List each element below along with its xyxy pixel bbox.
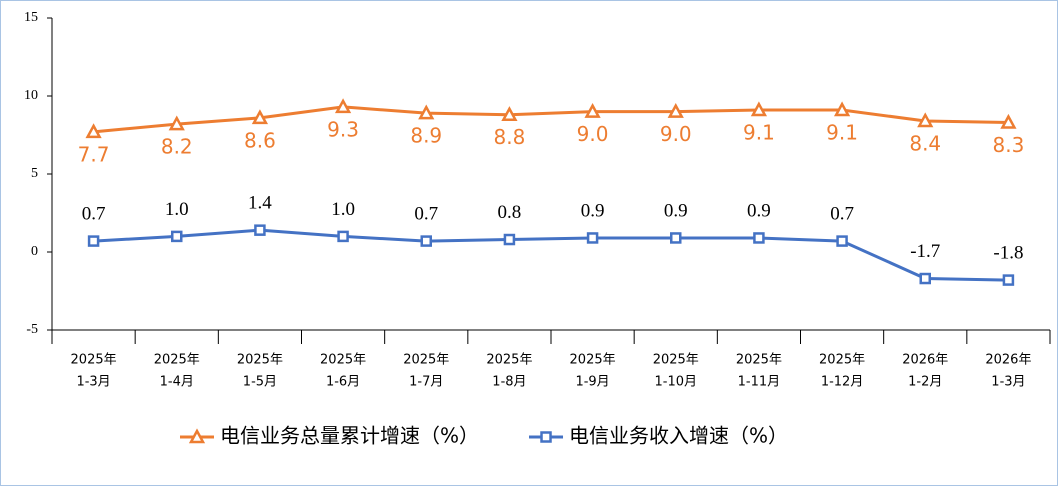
x-tick-label: 2025年 xyxy=(653,353,699,368)
marker xyxy=(917,112,934,128)
legend: 电信业务总量累计增速（%） 电信业务收入增速（%） xyxy=(180,424,788,448)
marker xyxy=(420,235,432,247)
marker xyxy=(833,101,851,117)
marker xyxy=(85,123,102,139)
series-line xyxy=(93,105,1009,134)
data-label: 9.1 xyxy=(826,121,858,145)
marker xyxy=(584,102,601,118)
data-label: 9.1 xyxy=(743,121,775,145)
marker xyxy=(836,235,848,247)
marker xyxy=(670,232,682,244)
marker xyxy=(188,428,206,444)
data-label: 0.7 xyxy=(82,203,106,224)
x-tick-label: 1-4月 xyxy=(160,375,194,390)
marker xyxy=(334,98,352,114)
x-tick-label: 1-11月 xyxy=(738,375,781,390)
marker xyxy=(667,102,684,118)
data-label: 1.0 xyxy=(331,199,355,220)
marker xyxy=(586,232,599,244)
series-line xyxy=(93,228,1009,282)
data-label: 9.0 xyxy=(660,122,692,146)
data-label: 7.7 xyxy=(78,142,110,166)
x-tick-label: 2025年 xyxy=(486,353,532,368)
x-tick-label: 2026年 xyxy=(902,353,948,368)
x-tick-label: 1-6月 xyxy=(326,375,360,390)
x-tick-label: 2025年 xyxy=(819,353,865,368)
data-label: 8.2 xyxy=(161,135,193,159)
x-tick-label: 2025年 xyxy=(403,353,449,368)
marker xyxy=(1000,113,1017,129)
data-label: 8.4 xyxy=(909,131,941,155)
legend-label: 电信业务总量累计增速（%） xyxy=(220,424,479,448)
data-label: 9.0 xyxy=(577,122,609,146)
marker xyxy=(503,233,516,246)
x-tick-label: 1-9月 xyxy=(575,375,609,390)
marker xyxy=(540,431,552,443)
x-tick-label: 2026年 xyxy=(985,353,1031,368)
marker xyxy=(418,104,435,120)
x-tick-label: 2025年 xyxy=(154,353,200,368)
x-tick-label: 1-8月 xyxy=(492,375,526,390)
marker xyxy=(337,230,349,243)
y-tick-label: 15 xyxy=(24,10,38,25)
data-label: 0.7 xyxy=(830,203,854,224)
y-tick-label: 5 xyxy=(31,166,38,181)
x-tick-label: 1-12月 xyxy=(821,375,864,390)
x-tick-label: 2025年 xyxy=(320,353,366,368)
data-label: 1.0 xyxy=(165,199,189,220)
x-tick-label: 2025年 xyxy=(71,353,117,368)
data-label: 1.4 xyxy=(248,193,272,214)
data-label: 8.3 xyxy=(993,133,1025,157)
marker xyxy=(919,272,931,285)
data-label: -1.8 xyxy=(993,242,1023,263)
y-tick-label: -5 xyxy=(26,322,38,337)
marker xyxy=(750,101,768,117)
data-label: 8.6 xyxy=(244,128,276,152)
x-tick-label: 1-5月 xyxy=(243,375,277,390)
y-tick-label: 0 xyxy=(31,244,38,259)
data-label: 0.9 xyxy=(581,200,605,221)
data-label: 0.7 xyxy=(414,203,438,224)
data-label: 8.8 xyxy=(494,125,526,149)
marker xyxy=(753,232,765,244)
marker xyxy=(251,109,269,125)
data-label: 0.9 xyxy=(747,200,771,221)
marker xyxy=(87,235,100,247)
data-label: 8.9 xyxy=(410,124,442,148)
x-tick-label: 2025年 xyxy=(570,353,616,368)
x-tick-label: 1-7月 xyxy=(409,375,443,390)
marker xyxy=(501,106,518,121)
data-label: 0.9 xyxy=(664,200,688,221)
x-tick-label: 2025年 xyxy=(736,353,782,368)
data-label: 0.8 xyxy=(498,202,522,223)
x-tick-label: 1-3月 xyxy=(76,375,110,390)
y-tick-label: 10 xyxy=(24,88,38,103)
data-label: 9.3 xyxy=(327,117,359,141)
x-tick-label: 2025年 xyxy=(237,353,283,368)
legend-label: 电信业务收入增速（%） xyxy=(569,424,788,448)
x-tick-label: 1-3月 xyxy=(991,375,1025,390)
marker xyxy=(168,115,185,131)
marker xyxy=(254,224,266,236)
marker xyxy=(171,230,183,243)
x-tick-label: 1-10月 xyxy=(654,375,697,390)
marker xyxy=(1002,274,1015,286)
data-label: -1.7 xyxy=(910,241,940,262)
x-tick-label: 1-2月 xyxy=(908,375,942,390)
